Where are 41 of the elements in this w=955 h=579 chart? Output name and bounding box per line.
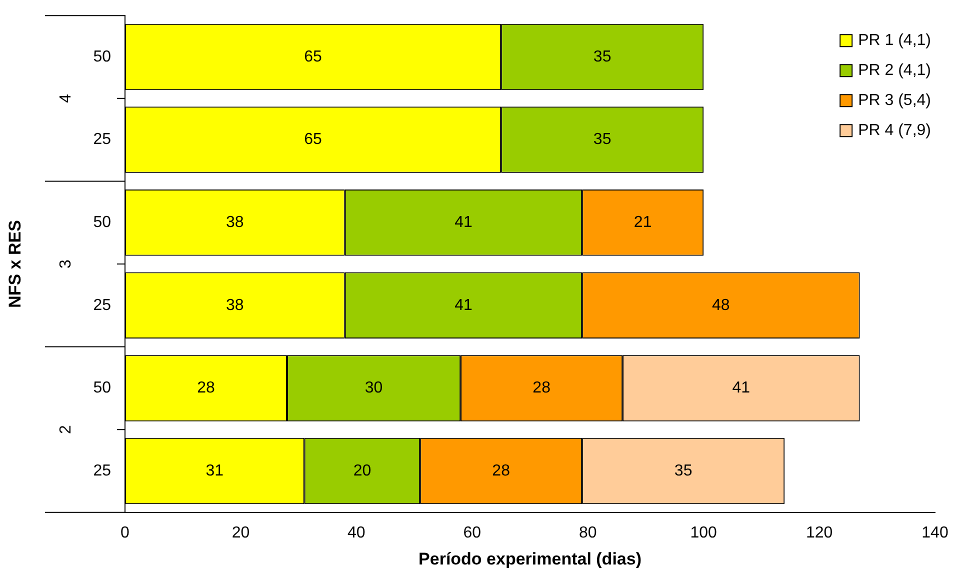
text: 4 — [57, 94, 74, 103]
data-label: 31 — [206, 462, 224, 480]
y-tick-label: 50 — [93, 214, 112, 232]
x-tick-label: 100 — [690, 524, 718, 542]
legend-label: PR 1 (4,1) — [858, 32, 932, 50]
data-label: 35 — [674, 462, 692, 480]
x-tick-label: 140 — [922, 524, 948, 542]
x-tick-label: 20 — [232, 524, 250, 542]
data-label: 21 — [634, 214, 652, 232]
data-label: 28 — [532, 380, 551, 397]
x-tick-label: 0 — [120, 524, 130, 542]
data-label: 65 — [304, 131, 322, 148]
data-label: 28 — [197, 380, 215, 397]
data-label: 35 — [593, 48, 612, 66]
y-tick-label: 25 — [93, 131, 112, 148]
legend-label: PR 3 (5,4) — [858, 92, 932, 110]
x-tick-label: 80 — [578, 524, 597, 542]
data-label: 38 — [226, 296, 244, 314]
y-tick-label: 50 — [93, 48, 112, 66]
data-label: 41 — [732, 380, 750, 397]
data-label: 20 — [353, 462, 372, 480]
x-axis-title: Período experimental (dias) — [418, 549, 642, 568]
data-label: 35 — [593, 131, 612, 148]
data-label: 28 — [492, 462, 510, 480]
text: 3 — [57, 259, 74, 268]
data-label: 65 — [304, 48, 322, 66]
legend-label: PR 4 (7,9) — [858, 122, 932, 140]
data-label: 41 — [454, 214, 472, 232]
x-tick-label: 40 — [348, 524, 366, 542]
y-tick-label: 25 — [93, 296, 112, 314]
x-tick-label: 60 — [463, 524, 482, 542]
data-label: 41 — [454, 296, 472, 314]
x-tick-label: 120 — [806, 524, 833, 542]
y-tick-label: 50 — [93, 380, 112, 397]
y-axis-title: NFS x RES — [6, 220, 25, 308]
y-tick-label: 25 — [93, 462, 112, 480]
data-label: 38 — [226, 214, 244, 232]
data-label: 30 — [364, 380, 383, 397]
text: 2 — [57, 425, 74, 434]
data-label: 48 — [712, 296, 730, 314]
legend-label: PR 2 (4,1) — [858, 62, 932, 80]
